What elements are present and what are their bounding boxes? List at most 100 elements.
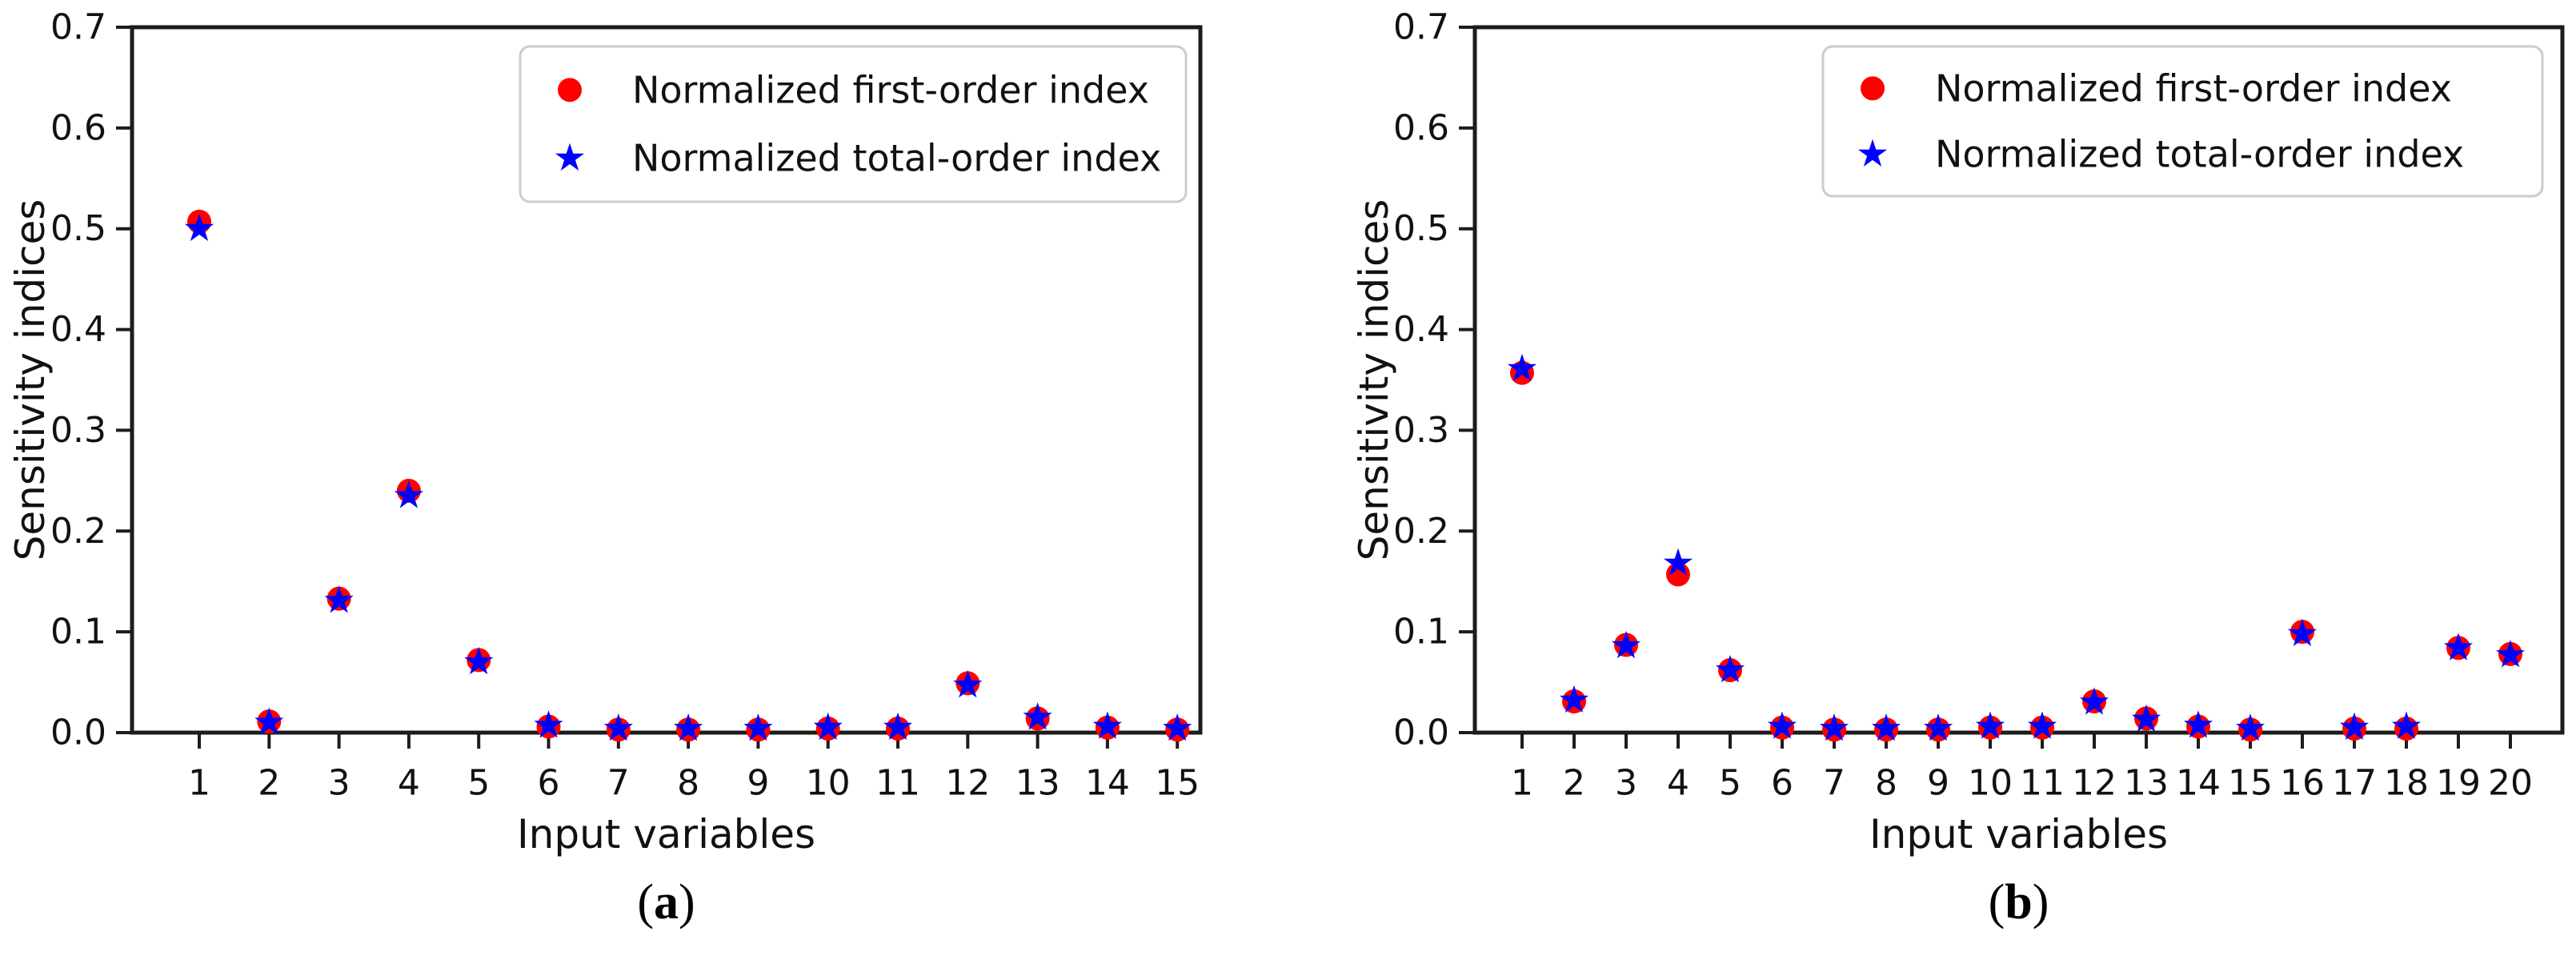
legend-label: Normalized total-order index [1935, 133, 2464, 176]
data-point-total-order [2391, 711, 2422, 739]
y-tick-label: 0.6 [50, 107, 106, 148]
x-tick-label: 2 [1563, 763, 1585, 804]
plot-frame [1472, 25, 2565, 735]
y-axis-label: Sensitivity indices [7, 199, 54, 561]
subplot-caption: (a) [132, 874, 1200, 931]
caption-letter: b [2005, 875, 2033, 930]
x-tick-label: 17 [2332, 763, 2377, 804]
y-tick-label: 0.1 [1393, 612, 1449, 653]
data-point-total-order [813, 712, 843, 741]
x-tick-label: 16 [2280, 763, 2325, 804]
y-axis-label: Sensitivity indices [1351, 199, 1397, 561]
x-tick-label: 6 [538, 763, 560, 804]
x-tick-label: 4 [398, 763, 420, 804]
y-tick-label: 0.0 [50, 713, 106, 753]
x-tick-label: 15 [1155, 763, 1200, 804]
data-point-total-order [254, 707, 284, 735]
y-tick-label: 0.4 [50, 309, 106, 350]
x-tick-label: 5 [1719, 763, 1741, 804]
data-point-total-order [394, 480, 423, 508]
data-point-total-order [743, 713, 773, 741]
y-tick-label: 0.5 [50, 208, 106, 249]
data-point-total-order [1559, 685, 1589, 713]
x-tick-label: 7 [1823, 763, 1845, 804]
x-tick-label: 13 [2124, 763, 2169, 804]
data-point-total-order [2183, 710, 2213, 738]
data-point-total-order [1507, 353, 1537, 381]
subplot-b: 0.0 0.1 0.2 0.3 0.4 0.5 0.6 0.7 1 2 3 4 5 6 7 8 9 10 11 12 1… [1296, 0, 2576, 968]
data-point-total-order [2235, 713, 2266, 741]
x-tick-label: 6 [1771, 763, 1793, 804]
x-tick-label: 2 [258, 763, 280, 804]
data-point-total-order [464, 646, 494, 675]
legend-box [1821, 45, 2544, 198]
legend-label: Normalized first-order index [1935, 66, 2452, 110]
data-point-total-order [2079, 687, 2109, 715]
data-point-total-order [2339, 712, 2370, 741]
legend-star-marker-icon [555, 143, 585, 171]
plot-frame [130, 25, 1203, 735]
data-point-total-order [1767, 711, 1797, 739]
data-point-total-order [2027, 711, 2057, 739]
x-axis-label: Input variables [1869, 811, 2168, 858]
caption-close: ) [679, 875, 695, 930]
data-point-total-order [1819, 713, 1849, 741]
y-tick-label: 0.7 [50, 7, 106, 48]
y-tick-label: 0.0 [1393, 713, 1449, 753]
data-point-total-order [1663, 548, 1693, 576]
subplot-caption: (b) [1475, 874, 2562, 931]
x-tick-label: 18 [2384, 763, 2429, 804]
data-point-total-order [534, 710, 563, 738]
subplot-a: 0.0 0.1 0.2 0.3 0.4 0.5 0.6 0.7 1 2 3 4 5 6 7 8 9 10 11 12 1… [7, 7, 1203, 931]
data-point-total-order [2287, 618, 2318, 646]
data-point-total-order [1092, 711, 1122, 739]
data-point-total-order [324, 585, 354, 613]
y-tick-label: 0.6 [1393, 107, 1449, 148]
caption-open: ( [637, 875, 654, 930]
x-tick-label: 13 [1016, 763, 1060, 804]
data-point-total-order [2443, 633, 2474, 661]
x-tick-label: 11 [875, 763, 920, 804]
x-tick-label: 12 [945, 763, 990, 804]
x-tick-label: 14 [1085, 763, 1130, 804]
data-point-total-order [2131, 704, 2161, 732]
data-point-total-order [184, 213, 214, 242]
legend-label: Normalized total-order index [632, 137, 1161, 180]
data-point-total-order [883, 712, 913, 741]
data-point-total-order [674, 713, 703, 741]
x-tick-label: 3 [328, 763, 351, 804]
data-point-total-order [603, 713, 633, 741]
x-tick-label: 4 [1667, 763, 1689, 804]
y-tick-label: 0.2 [50, 511, 106, 552]
x-tick-label: 1 [1511, 763, 1533, 804]
x-tick-label: 10 [806, 763, 851, 804]
x-tick-label: 14 [2176, 763, 2221, 804]
x-tick-label: 20 [2488, 763, 2533, 804]
x-tick-label: 9 [1927, 763, 1949, 804]
legend-label: Normalized first-order index [632, 68, 1149, 111]
scatter-plot-a: 0.00.10.20.30.40.50.60.71 2 3 4 5 6 7 8 9 10 11 12 1… [7, 7, 1203, 858]
y-tick-label: 0.3 [1393, 410, 1449, 451]
y-tick-label: 0.1 [50, 612, 106, 653]
data-point-total-order [1975, 711, 2005, 739]
caption-open: ( [1988, 875, 2005, 930]
y-tick-label: 0.5 [1393, 208, 1449, 249]
caption-letter: a [654, 875, 679, 930]
scatter-plot-b: 0.00.10.20.30.40.50.60.71 2 3 4 5 6 7 8 9 10 11 12 1… [1351, 7, 2565, 858]
y-tick-label: 0.4 [1393, 309, 1449, 350]
legend-box [519, 45, 1188, 203]
x-tick-label: 1 [188, 763, 210, 804]
y-tick-label: 0.7 [1393, 7, 1449, 48]
x-tick-label: 9 [747, 763, 769, 804]
x-axis-label: Input variables [517, 811, 815, 858]
data-point-total-order [1871, 713, 1901, 741]
data-point-total-order [1611, 630, 1641, 659]
data-point-total-order [1163, 713, 1192, 741]
x-tick-label: 8 [1875, 763, 1897, 804]
y-tick-label: 0.2 [1393, 511, 1449, 552]
legend-circle-marker-icon [558, 78, 582, 102]
legend-star-marker-icon [1857, 139, 1888, 167]
x-tick-label: 10 [1968, 763, 2013, 804]
x-tick-label: 5 [467, 763, 490, 804]
